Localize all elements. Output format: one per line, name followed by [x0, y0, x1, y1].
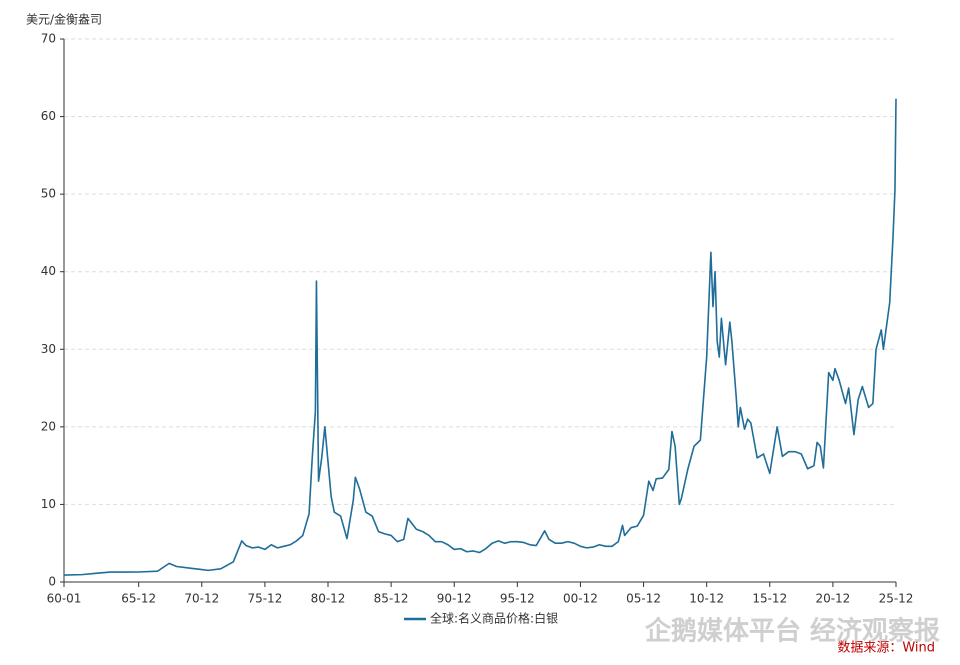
y-tick-label: 40: [41, 264, 56, 278]
x-tick-label: 75-12: [247, 592, 282, 606]
x-tick-label: 05-12: [626, 592, 661, 606]
y-tick-label: 50: [41, 187, 56, 201]
x-tick-label: 65-12: [121, 592, 156, 606]
y-tick-label: 70: [41, 32, 56, 46]
x-tick-label: 10-12: [689, 592, 724, 606]
x-tick-label: 20-12: [815, 592, 850, 606]
x-tick-label: 90-12: [437, 592, 472, 606]
x-tick-label: 25-12: [879, 592, 914, 606]
data-line: [63, 98, 897, 576]
y-tick-label: 20: [41, 419, 56, 433]
x-tick-label: 80-12: [311, 592, 346, 606]
watermark: 企鹅媒体平台 经济观察报: [645, 616, 940, 647]
x-tick-label: 00-12: [563, 592, 598, 606]
source: 数据来源：Wind: [837, 641, 935, 656]
legend-label: 全球:名义商品价格:白银: [430, 611, 558, 626]
y-axis-label: 美元/金衡盎司: [26, 12, 102, 27]
y-tick-label: 10: [41, 497, 56, 511]
x-tick-label: 95-12: [500, 592, 535, 606]
y-tick-label: 30: [41, 342, 56, 356]
x-tick-label: 15-12: [752, 592, 787, 606]
y-tick-label: 0: [48, 575, 56, 589]
x-tick-label: 70-12: [184, 592, 219, 606]
x-tick-label: 60-01: [47, 592, 82, 606]
x-tick-label: 85-12: [374, 592, 409, 606]
y-tick-label: 60: [41, 109, 56, 123]
